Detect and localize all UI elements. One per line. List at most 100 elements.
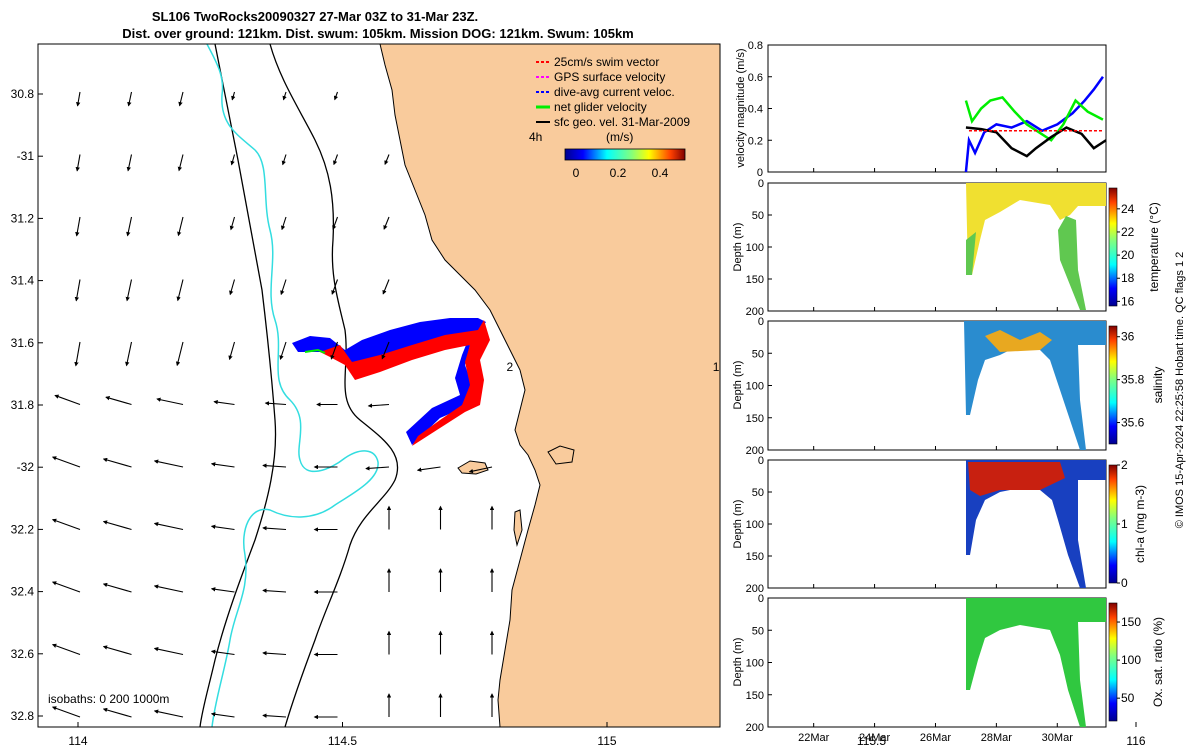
geo-velocity-arrow	[230, 154, 236, 166]
geo-velocity-arrow	[177, 216, 184, 237]
colorbar-tick-label: 35.6	[1121, 416, 1145, 430]
geo-velocity-arrow	[262, 713, 287, 718]
colorbar-tick-label: 18	[1121, 271, 1135, 285]
temperature-colorbar	[1108, 187, 1118, 307]
geo-velocity-arrow	[333, 91, 339, 101]
land	[379, 44, 720, 727]
geo-velocity-arrow	[153, 647, 184, 656]
temperature-ylabel: Depth (m)	[732, 223, 744, 272]
depth-tick-label: 200	[746, 306, 764, 318]
geo-velocity-arrow	[153, 584, 184, 593]
velocity-series	[964, 76, 1107, 173]
geo-velocity-arrow	[367, 403, 390, 408]
map-y-tick-label: -32	[17, 460, 35, 474]
geo-velocity-arrow	[262, 650, 287, 656]
geo-velocity-arrow	[282, 91, 287, 101]
colorbar-tick-label: 20	[1121, 248, 1135, 262]
colorbar-tick-label: 2	[1121, 458, 1128, 472]
day-label: 1	[713, 360, 720, 374]
net-glider-velocity	[304, 348, 326, 354]
velocity-axes	[767, 44, 1107, 173]
geo-velocity-arrow	[331, 279, 339, 295]
geo-velocity-arrow	[416, 466, 441, 472]
velocity-y-tick-label: 0	[757, 167, 763, 179]
geo-velocity-arrow	[126, 216, 133, 237]
depth-tick-label: 0	[758, 178, 764, 190]
geo-velocity-arrow	[51, 518, 81, 531]
salinity-colorbar	[1108, 325, 1118, 445]
geo-velocity-arrow	[102, 457, 132, 468]
salinity-section-high	[985, 330, 1052, 352]
temperature-cbar-label: temperature (°C)	[1147, 202, 1161, 292]
depth-tick-label: 50	[752, 348, 764, 360]
depth-tick-label: 100	[746, 519, 764, 531]
geo-velocity-arrow	[384, 154, 390, 166]
geo-velocity-arrow	[153, 709, 184, 718]
geo-velocity-arrow	[51, 643, 81, 656]
map-x-tick-label: 116	[1126, 734, 1145, 748]
velocity-series-line	[964, 76, 1104, 173]
geo-velocity-arrow	[105, 396, 132, 406]
geo-velocity-arrow	[280, 216, 287, 231]
map-y-tick-label: 30.8	[11, 87, 35, 101]
geo-velocity-arrow	[280, 279, 287, 296]
depth-tick-label: 50	[752, 210, 764, 222]
depth-tick-label: 100	[746, 242, 764, 254]
geo-velocity-arrow	[228, 341, 236, 361]
island	[547, 445, 575, 465]
geo-velocity-arrow	[382, 279, 390, 295]
velocity-y-axis: 0 0.2 0.4 0.6 0.8	[748, 40, 772, 179]
depth-tick-label: 50	[752, 487, 764, 499]
geo-velocity-arrow	[281, 154, 287, 166]
date-tick-label: 26Mar	[920, 732, 952, 744]
map-y-tick-label: 32.2	[11, 522, 35, 536]
map-y-tick-label: 31.8	[11, 398, 35, 412]
geo-velocity-arrow	[381, 341, 390, 360]
chla-cbar-label: chl-a (mg m-3)	[1133, 485, 1147, 563]
colorbar-tick-label: 50	[1121, 691, 1135, 705]
chla-ylabel: Depth (m)	[732, 500, 744, 549]
date-tick-label: 28Mar	[981, 732, 1013, 744]
geo-velocity-arrow	[383, 216, 390, 230]
colorbar-tick-label: 36	[1121, 330, 1135, 344]
colorbar-tick-label: 100	[1121, 653, 1141, 667]
colorbar-tick-label: 1	[1121, 517, 1128, 531]
map-y-tick-label: 32.6	[11, 647, 35, 661]
geo-velocity-arrow	[153, 522, 184, 531]
colorbar-unit: (m/s)	[606, 130, 633, 144]
velocity-y-tick-label: 0.2	[748, 135, 763, 147]
geo-velocity-arrow	[262, 588, 287, 593]
swim-vector-band	[320, 320, 490, 446]
velocity-ylabel: velocity magnitude (m/s)	[735, 48, 747, 167]
speed-colorbar	[564, 148, 686, 161]
geo-velocity-arrow	[213, 399, 235, 406]
geo-velocity-arrow	[178, 91, 184, 107]
surface-geostrophic-arrows	[51, 91, 495, 720]
geo-velocity-arrow	[177, 154, 184, 172]
geo-velocity-arrow	[125, 279, 133, 302]
geo-velocity-arrow	[210, 462, 235, 468]
depth-tick-label: 200	[746, 722, 764, 734]
colorbar-tick-label: 35.8	[1121, 373, 1145, 387]
legend-label: sfc geo. vel. 31-Mar-2009	[554, 115, 690, 129]
chla-section	[966, 460, 1106, 588]
map-legend: 25cm/s swim vector GPS surface velocity …	[529, 55, 690, 180]
colorbar-tick-label: 150	[1121, 615, 1141, 629]
depth-tick-label: 100	[746, 381, 764, 393]
geo-velocity-arrow	[125, 341, 133, 367]
colorbar-tick: 0.4	[652, 166, 669, 180]
date-tick-label: 24Mar	[859, 732, 891, 744]
section-panels: Depth (m) temperature (°C) Depth (m) sal…	[732, 182, 1165, 728]
depth-tick-label: 50	[752, 625, 764, 637]
geo-velocity-arrow	[210, 712, 235, 718]
geo-velocity-arrow	[210, 649, 235, 656]
footer-credit: © IMOS 15-Apr-2024 22:25:58 Hobart time.…	[1174, 252, 1186, 529]
geo-velocity-arrow	[229, 216, 236, 231]
velocity-y-tick-label: 0.4	[748, 104, 763, 116]
geo-velocity-arrow	[262, 463, 287, 468]
geo-velocity-arrow	[210, 524, 235, 531]
map-x-tick-label: 115.5	[857, 734, 886, 748]
oxygen-section	[966, 598, 1106, 727]
depth-tick-label: 100	[746, 658, 764, 670]
geo-velocity-arrow	[279, 341, 287, 360]
